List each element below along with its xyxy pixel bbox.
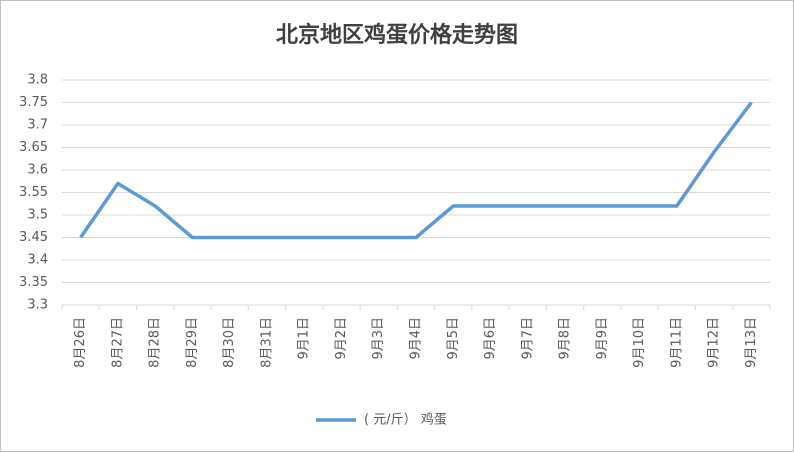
x-tick-label: 8月26日: [73, 317, 88, 368]
x-tick-label: 9月7日: [520, 317, 535, 360]
y-tick-label: 3.8: [27, 73, 48, 88]
x-tick-label: 9月2日: [334, 317, 349, 360]
x-tick-label: 9月3日: [371, 317, 386, 360]
line: [79, 101, 753, 240]
x-tick-label: 9月1日: [297, 317, 312, 360]
y-tick-label: 3.3: [27, 298, 48, 313]
x-tick-label: 8月31日: [259, 317, 274, 368]
y-tick-label: 3.65: [19, 140, 48, 155]
x-tick-label: 9月5日: [446, 317, 461, 360]
legend-label: ( 元/斤） 鸡蛋: [364, 412, 447, 428]
y-tick-label: 3.75: [19, 95, 48, 110]
x-tick-label: 8月27日: [110, 317, 125, 368]
x-tick-label: 9月10日: [632, 317, 647, 368]
x-tick-label: 9月13日: [744, 317, 759, 368]
y-tick-label: 3.45: [19, 230, 48, 245]
x-tick-label: 9月6日: [483, 317, 498, 360]
x-tick-label: 9月4日: [409, 317, 424, 360]
x-tick-label: 9月12日: [707, 317, 722, 368]
x-tick-label: 8月29日: [185, 317, 200, 368]
x-tick-label: 8月28日: [148, 317, 163, 368]
y-tick-label: 3.35: [19, 275, 48, 290]
y-tick-label: 3.55: [19, 185, 48, 200]
x-tick-label: 9月8日: [558, 317, 573, 360]
x-tick-label: 8月30日: [222, 317, 237, 368]
y-tick-label: 3.7: [27, 118, 48, 133]
y-tick-label: 3.6: [27, 163, 48, 178]
chart-title: 北京地区鸡蛋价格走势图: [276, 22, 518, 48]
x-tick-label: 9月11日: [669, 317, 684, 368]
x-tick-label: 9月9日: [595, 317, 610, 360]
y-tick-label: 3.4: [27, 253, 48, 268]
y-tick-label: 3.5: [27, 208, 48, 223]
